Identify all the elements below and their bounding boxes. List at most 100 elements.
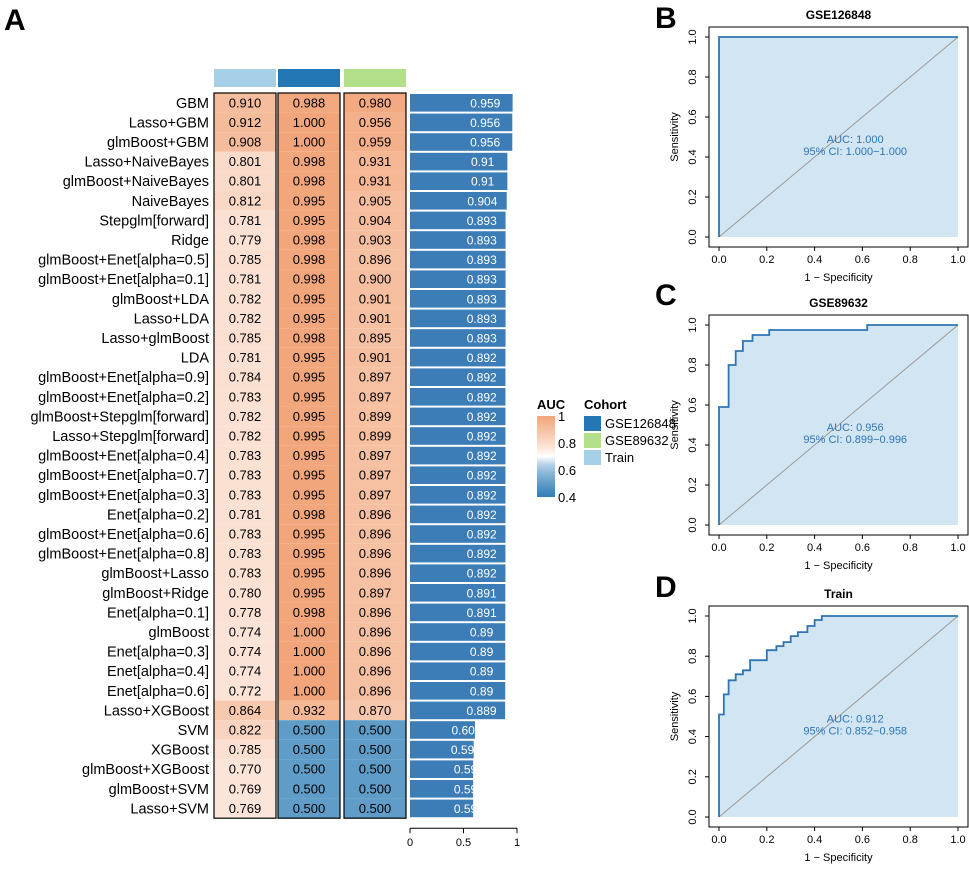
y-tick-label: 0.6 — [687, 397, 699, 412]
cell-value: 0.995 — [293, 409, 326, 424]
cell-value: 0.998 — [293, 605, 326, 620]
cell-value: 0.995 — [293, 350, 326, 365]
heatmap-cell — [344, 249, 406, 270]
mean-auc-bar — [410, 466, 506, 484]
x-tick-label: 0.4 — [807, 834, 822, 846]
cell-value: 0.864 — [229, 703, 262, 718]
mean-auc-bar — [410, 701, 506, 720]
mean-auc-label: 0.91 — [471, 155, 495, 169]
heatmap-cell — [278, 328, 340, 348]
heatmap-cell — [214, 112, 276, 133]
heatmap-cell — [214, 622, 276, 642]
panel-label-b: B — [655, 2, 677, 35]
row-label: glmBoost+Enet[alpha=0.4] — [38, 449, 209, 465]
cell-value: 0.783 — [229, 487, 262, 502]
roc-frame — [708, 605, 969, 828]
y-tick-label: 0.2 — [687, 189, 699, 204]
cell-value: 0.998 — [293, 331, 326, 346]
heatmap-cell — [278, 661, 340, 681]
y-tick-label: 0.0 — [687, 809, 699, 824]
cell-value: 0.822 — [229, 723, 262, 738]
cell-value: 0.782 — [229, 291, 262, 306]
cell-value: 0.931 — [359, 174, 392, 189]
bar-axis-tick-label: 0.5 — [456, 837, 471, 849]
roc-curve — [718, 36, 958, 237]
cell-value: 0.769 — [229, 801, 262, 816]
mean-auc-bar — [410, 407, 506, 426]
cell-value: 0.956 — [359, 115, 392, 130]
row-label: Lasso+SVM — [130, 801, 209, 817]
cell-value: 0.995 — [293, 527, 326, 542]
cell-value: 0.998 — [293, 252, 326, 267]
cell-value: 0.995 — [293, 487, 326, 502]
row-label: glmBoost+Lasso — [101, 566, 209, 582]
cell-value: 0.998 — [293, 507, 326, 522]
heatmap-cell — [214, 563, 276, 583]
cell-value: 0.995 — [293, 448, 326, 463]
roc-reference-line — [718, 615, 959, 818]
heatmap-cell — [214, 230, 276, 250]
heatmap-cell — [344, 151, 406, 172]
cohort-legend-title: Cohort — [584, 397, 627, 412]
y-tick-label: 0.4 — [687, 149, 699, 164]
row-label: Enet[alpha=0.1] — [107, 605, 209, 621]
heatmap-cell — [278, 289, 340, 309]
cell-value: 0.500 — [359, 762, 392, 777]
heatmap-cell — [344, 112, 406, 133]
heatmap-cell — [344, 720, 406, 740]
heatmap-cell — [278, 583, 340, 603]
heatmap-cell — [214, 132, 276, 152]
mean-auc-bar — [410, 250, 506, 269]
cell-value: 0.995 — [293, 389, 326, 404]
cell-value: 0.995 — [293, 370, 326, 385]
row-label: Lasso+glmBoost — [101, 331, 209, 347]
cell-value: 0.781 — [229, 213, 262, 228]
mean-auc-label: 0.89 — [470, 626, 494, 640]
y-tick-label: 0.0 — [687, 229, 699, 244]
mean-auc-bar — [410, 368, 506, 386]
auc-annotation: AUC: 0.956 — [827, 422, 884, 434]
heatmap-cell — [344, 269, 406, 289]
heatmap-cell — [214, 426, 276, 446]
heatmap-cell — [278, 347, 340, 368]
mean-auc-bar — [410, 682, 506, 700]
heatmap-cell — [344, 406, 406, 427]
mean-auc-bar — [410, 290, 506, 308]
y-axis-label: Sensitivity — [669, 112, 681, 162]
y-tick-label: 0.2 — [687, 477, 699, 492]
cell-value: 0.899 — [359, 429, 392, 444]
heatmap-cell — [344, 171, 406, 191]
heatmap-cell — [214, 720, 276, 740]
y-tick-label: 0.6 — [687, 689, 699, 704]
color-scale-tick-label: 1 — [558, 409, 565, 424]
cell-value: 0.932 — [293, 703, 326, 718]
cell-value: 0.500 — [293, 762, 326, 777]
mean-auc-label: 0.891 — [467, 586, 497, 600]
row-label: Enet[alpha=0.6] — [107, 684, 209, 700]
heatmap-cell — [278, 132, 340, 152]
heatmap-cell — [278, 465, 340, 485]
row-label: glmBoost+Stepglm[forward] — [30, 409, 209, 425]
cell-value: 0.785 — [229, 742, 262, 757]
cell-value: 1.000 — [293, 115, 326, 130]
mean-auc-bar — [410, 388, 506, 406]
cell-value: 0.782 — [229, 409, 262, 424]
cell-value: 0.781 — [229, 272, 262, 287]
heatmap-cell — [344, 328, 406, 348]
mean-auc-bar — [410, 133, 513, 151]
cell-value: 0.500 — [359, 781, 392, 796]
y-tick-label: 0.8 — [687, 649, 699, 664]
y-tick-label: 1.0 — [687, 317, 699, 332]
heatmap-cell — [278, 426, 340, 446]
heatmap-cell — [214, 543, 276, 564]
cell-value: 0.870 — [359, 703, 392, 718]
heatmap-cell — [278, 406, 340, 427]
mean-auc-bar — [410, 94, 513, 112]
mean-auc-label: 0.595 — [451, 743, 481, 757]
heatmap-cell — [344, 798, 406, 819]
mean-auc-bar — [410, 427, 506, 445]
cohort-swatch-gse126848 — [584, 416, 601, 431]
y-axis-label: Sensitivity — [669, 400, 681, 450]
cell-value: 0.896 — [359, 252, 392, 267]
heatmap-cell — [278, 269, 340, 289]
